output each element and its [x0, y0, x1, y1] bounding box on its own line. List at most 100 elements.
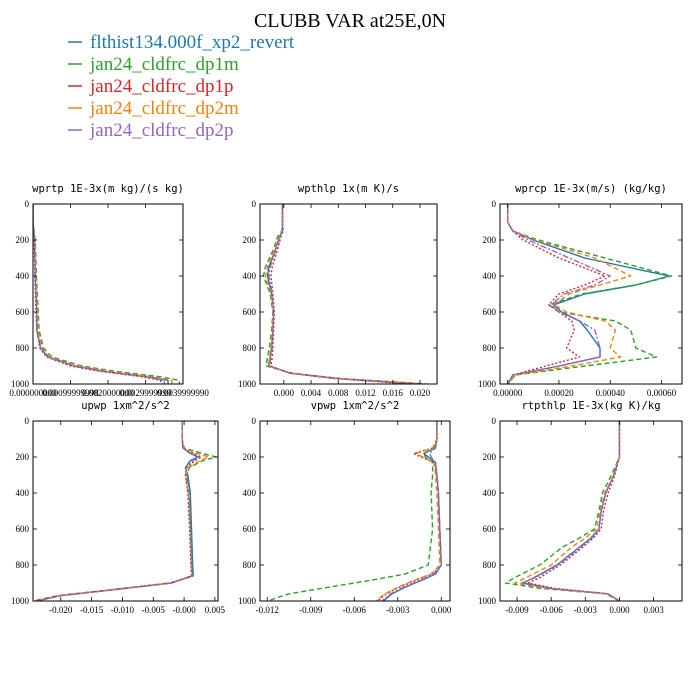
x-tick-label: -0.000	[172, 605, 196, 615]
series-line	[35, 421, 200, 601]
series-line	[507, 204, 632, 384]
y-tick-label: 1000	[478, 596, 497, 606]
x-tick-label: -0.005	[142, 605, 166, 615]
y-tick-label: 800	[16, 343, 30, 353]
y-tick-label: 1000	[11, 379, 30, 389]
legend-label: jan24_cldfrc_dp2p	[89, 120, 234, 141]
y-tick-label: 200	[243, 235, 257, 245]
x-tick-label: 0.00060	[647, 388, 677, 398]
x-tick-label: 0.00040	[596, 388, 626, 398]
series-line	[522, 421, 621, 601]
plot-frame	[259, 420, 451, 602]
series-line	[505, 421, 621, 601]
plot-frame	[32, 203, 184, 385]
x-tick-label: -0.003	[386, 605, 410, 615]
y-tick-label: 600	[483, 524, 497, 534]
y-tick-label: 0	[492, 416, 497, 426]
series-line	[520, 421, 621, 601]
figure-title: CLUBB VAR at25E,0N	[254, 10, 446, 32]
series-line	[262, 204, 427, 384]
y-tick-label: 600	[16, 524, 30, 534]
legend: flthist134.000f_xp2_revert jan24_cldfrc_d…	[68, 32, 295, 141]
y-tick-label: 1000	[238, 379, 257, 389]
y-tick-label: 200	[16, 235, 30, 245]
y-tick-label: 800	[243, 560, 257, 570]
series-line	[33, 204, 180, 384]
series-line	[33, 204, 165, 384]
y-tick-label: 400	[16, 488, 30, 498]
series-line	[507, 204, 611, 384]
x-tick-label: 0.008	[328, 388, 349, 398]
x-tick-label: -0.015	[80, 605, 104, 615]
x-tick-label: 0.000	[274, 388, 295, 398]
y-tick-label: 200	[483, 235, 497, 245]
y-tick-label: 200	[483, 452, 497, 462]
x-tick-label: -0.020	[49, 605, 73, 615]
panel-title: rtpthlp 1E-3x(kg K)/kg	[521, 400, 660, 412]
legend-label: flthist134.000f_xp2_revert	[90, 32, 295, 53]
panel-title: wpthlp 1x(m K)/s	[298, 183, 399, 195]
x-tick-label: 0.0039999990	[157, 388, 209, 398]
x-tick-label: 0.0029999999	[120, 388, 172, 398]
y-tick-label: 200	[243, 452, 257, 462]
plot-frame	[499, 420, 683, 602]
series-line	[267, 421, 438, 601]
y-tick-label: 400	[483, 488, 497, 498]
panel: wprcp 1E-3x(m/s) (kg/kg) 0 200 400 600 800 100…	[478, 183, 683, 398]
x-tick-label: 0.00000	[493, 388, 523, 398]
plot-frame	[32, 420, 219, 602]
y-tick-label: 600	[16, 307, 30, 317]
legend-label: jan24_cldfrc_dp2m	[89, 98, 239, 119]
series-line	[33, 204, 162, 384]
x-tick-label: -0.009	[299, 605, 323, 615]
plot-frame	[499, 203, 683, 385]
panel-title: vpwp 1xm^2/s^2	[311, 400, 400, 412]
series-line	[33, 421, 217, 601]
x-tick-label: 0.016	[383, 388, 404, 398]
x-tick-label: 0.005	[205, 605, 226, 615]
x-tick-label: 0.000	[609, 605, 630, 615]
y-tick-label: 600	[483, 307, 497, 317]
panel-title: wprcp 1E-3x(m/s) (kg/kg)	[515, 183, 667, 195]
x-tick-label: -0.012	[256, 605, 279, 615]
series-line	[268, 204, 417, 384]
y-tick-label: 400	[483, 271, 497, 281]
x-tick-label: 0.0020000000	[82, 388, 134, 398]
series-line	[375, 421, 441, 601]
x-tick-label: 0.003	[643, 605, 664, 615]
y-tick-label: 400	[243, 488, 257, 498]
series-line	[34, 421, 210, 601]
series-line	[35, 421, 199, 601]
panel-title: wprtp 1E-3x(m kg)/(s kg)	[32, 183, 184, 195]
y-tick-label: 800	[483, 343, 497, 353]
x-tick-label: 0.000	[431, 605, 452, 615]
x-tick-label: -0.006	[343, 605, 367, 615]
y-tick-label: 1000	[478, 379, 497, 389]
panel: upwp 1xm^2/s^2 0 200 400 600 800 1000 -0.020 -0.…	[11, 400, 226, 615]
series-line	[33, 204, 169, 384]
series-line	[266, 204, 421, 384]
series-line	[507, 204, 670, 384]
series-line	[33, 204, 173, 384]
y-tick-label: 400	[243, 271, 257, 281]
x-tick-label: -0.009	[505, 605, 529, 615]
x-tick-label: 0.00099999998	[42, 388, 99, 398]
x-tick-label: 0.004	[301, 388, 322, 398]
y-tick-label: 600	[243, 524, 257, 534]
panel-title: upwp 1xm^2/s^2	[81, 400, 170, 412]
x-tick-label: -0.003	[574, 605, 598, 615]
x-tick-label: -0.010	[111, 605, 135, 615]
y-tick-label: 1000	[238, 596, 257, 606]
y-tick-label: 0	[25, 199, 30, 209]
x-tick-label: 0.012	[355, 388, 375, 398]
panel: vpwp 1xm^2/s^2 0 200 400 600 800 1000-0.012 -0.…	[238, 400, 452, 615]
series-line	[381, 421, 442, 601]
y-tick-label: 600	[243, 307, 257, 317]
series-line	[507, 204, 673, 384]
y-tick-label: 800	[243, 343, 257, 353]
legend-label: jan24_cldfrc_dp1p	[89, 76, 234, 97]
series-line	[264, 204, 424, 384]
x-tick-label: 0.00020	[544, 388, 574, 398]
y-tick-label: 0	[492, 199, 497, 209]
